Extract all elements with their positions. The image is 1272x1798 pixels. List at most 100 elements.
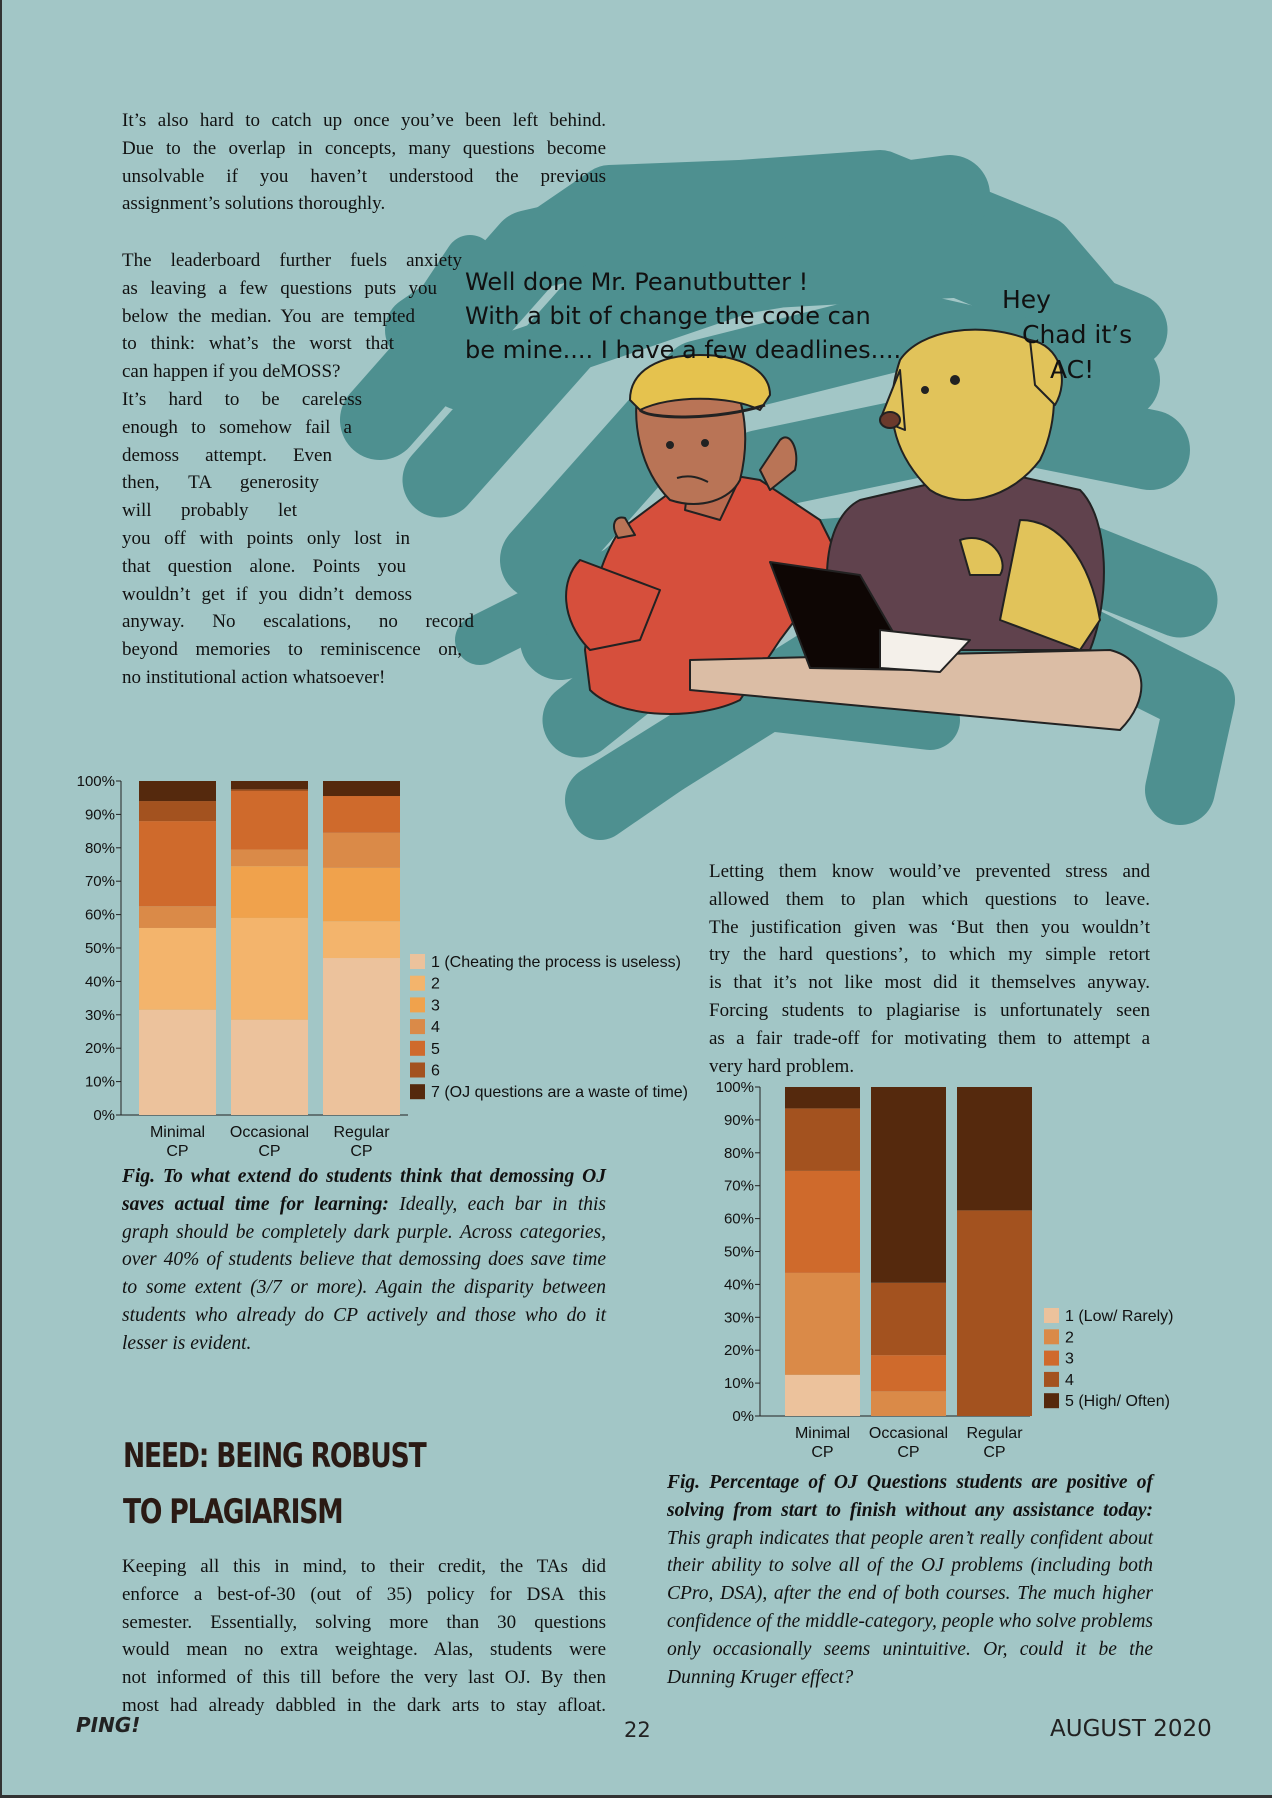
y-tick-label: 70% xyxy=(85,873,115,890)
speech-left: Well done Mr. Peanutbutter ! With a bit … xyxy=(465,265,901,367)
legend-swatch xyxy=(1044,1393,1059,1409)
figure-caption-2: Fig. Percentage of OJ Questions students… xyxy=(667,1469,1153,1691)
x-tick-label: CP xyxy=(258,1143,280,1160)
legend-label: 2 xyxy=(431,976,440,993)
y-tick-label: 30% xyxy=(724,1309,754,1326)
legend-swatch xyxy=(410,1084,425,1100)
bar-segment xyxy=(785,1170,860,1273)
bar-segment xyxy=(139,821,216,907)
bar-segment xyxy=(231,866,308,918)
x-tick-label: Occasional xyxy=(869,1425,948,1442)
text-line: semester. Essentially, solving more than… xyxy=(122,1611,606,1633)
bar-segment xyxy=(231,1019,308,1115)
text-line: demoss attempt. Even xyxy=(122,444,332,466)
legend-swatch xyxy=(410,1019,425,1035)
paragraph-1: It’s also hard to catch up once you’ve b… xyxy=(122,107,606,218)
text-line: would mean no extra weightage. Alas, stu… xyxy=(122,1639,606,1661)
bar-segment xyxy=(957,1087,1032,1211)
text-line: below the median. You are tempted xyxy=(122,305,415,327)
paragraph-2: The leaderboard further fuels anxiety as… xyxy=(122,247,602,692)
y-tick-label: 90% xyxy=(724,1112,754,1129)
text-line: Letting them know would’ve prevented str… xyxy=(709,861,1150,882)
y-tick-label: 0% xyxy=(93,1107,115,1124)
caption-title: Fig. Percentage of OJ Questions students… xyxy=(667,1472,1153,1521)
y-tick-label: 80% xyxy=(85,840,115,857)
bar-segment xyxy=(139,927,216,1010)
y-tick-label: 50% xyxy=(85,940,115,957)
page-edge xyxy=(0,1795,1272,1798)
text-line: enough to somehow fail a xyxy=(122,416,352,438)
legend-swatch xyxy=(410,1062,425,1078)
bar-segment xyxy=(231,789,308,792)
legend-label: 1 (Cheating the process is useless) xyxy=(431,954,681,971)
legend-swatch xyxy=(1044,1371,1059,1387)
y-tick-label: 60% xyxy=(85,907,115,924)
y-tick-label: 80% xyxy=(724,1145,754,1162)
x-tick-label: CP xyxy=(983,1444,1005,1461)
text-line: is that it’s not like most did it themse… xyxy=(709,972,1150,994)
legend-label: 2 xyxy=(1065,1329,1074,1346)
x-tick-label: Occasional xyxy=(230,1124,309,1141)
caption-text: This graph indicates that people aren’t … xyxy=(667,1527,1153,1688)
y-tick-label: 10% xyxy=(724,1375,754,1392)
y-tick-label: 70% xyxy=(724,1178,754,1195)
bar-segment xyxy=(139,906,216,928)
legend-label: 7 (OJ questions are a waste of time) xyxy=(431,1084,688,1101)
legend-swatch xyxy=(410,954,425,969)
heading-line: TO PLAGIARISM xyxy=(123,1492,344,1532)
text-line: that question alone. Points you xyxy=(122,555,406,577)
bar-segment xyxy=(231,849,308,867)
heading-line: NEED: BEING ROBUST xyxy=(123,1436,427,1476)
text-line: most had already dabbled in the dark art… xyxy=(122,1694,606,1716)
text-line: as leaving a few questions puts you xyxy=(122,277,437,299)
magazine-logo: PING! xyxy=(76,1713,141,1737)
issue-date: AUGUST 2020 xyxy=(1050,1716,1212,1742)
legend-swatch xyxy=(410,1040,425,1056)
section-heading: NEED: BEING ROBUST TO PLAGIARISM xyxy=(123,1428,427,1540)
speech-line: Chad it’s xyxy=(1022,320,1133,349)
chart-demoss-time-saving: 0% 10% 20% 30% 40% 50% 60% 70% 80% 90% 100% Minimal… xyxy=(77,773,688,1160)
y-tick-label: 0% xyxy=(732,1408,754,1425)
text-line: allowed them to plan which questions to … xyxy=(709,888,1150,910)
chart-oj-confidence: 0% 10% 20% 30% 40% 50% 60% 70% 80% 90% 100% Minimal… xyxy=(716,1079,1174,1461)
bar-segment xyxy=(231,791,308,850)
legend-label: 6 xyxy=(431,1063,440,1080)
bar-segment xyxy=(323,781,400,797)
text-line: very hard problem. xyxy=(709,1055,855,1077)
y-tick-label: 100% xyxy=(716,1079,754,1096)
bar-segment xyxy=(785,1108,860,1171)
x-tick-label: CP xyxy=(350,1143,372,1160)
x-tick-label: CP xyxy=(811,1444,833,1461)
legend-swatch xyxy=(1044,1308,1059,1323)
bar-segment xyxy=(785,1272,860,1375)
bar-segment xyxy=(323,796,400,833)
y-tick-label: 50% xyxy=(724,1244,754,1261)
caption-title: Fig. To what extend do students think th… xyxy=(122,1166,606,1215)
bar-segment xyxy=(231,781,308,790)
bar-segment xyxy=(323,958,400,1115)
y-tick-label: 10% xyxy=(85,1074,115,1091)
text-line: Keeping all this in mind, to their credi… xyxy=(122,1556,606,1577)
y-tick-label: 30% xyxy=(85,1007,115,1024)
text-line: The justification given was ‘But then yo… xyxy=(709,916,1150,938)
y-tick-label: 60% xyxy=(724,1211,754,1228)
text-line: try the hard questions’, to which my sim… xyxy=(709,944,1150,966)
x-tick-label: CP xyxy=(166,1143,188,1160)
y-tick-label: 20% xyxy=(724,1342,754,1359)
bar-segment xyxy=(871,1391,946,1416)
bar-segment xyxy=(139,801,216,822)
legend-swatch xyxy=(1044,1350,1059,1366)
legend-label: 3 xyxy=(431,997,440,1014)
legend-swatch xyxy=(1044,1329,1059,1345)
bar-segment xyxy=(785,1087,860,1109)
y-tick-label: 40% xyxy=(724,1276,754,1293)
man-illustration xyxy=(565,354,841,715)
text-line: enforce a best-of-30 (out of 35) policy … xyxy=(122,1583,606,1605)
bar-segment xyxy=(871,1282,946,1356)
text-line: It’s hard to be careless xyxy=(122,388,362,410)
paragraph-3: Letting them know would’ve prevented str… xyxy=(709,858,1150,1080)
text-line: The leaderboard further fuels anxiety xyxy=(122,250,462,271)
y-tick-label: 40% xyxy=(85,973,115,990)
speech-line: AC! xyxy=(1050,355,1095,384)
